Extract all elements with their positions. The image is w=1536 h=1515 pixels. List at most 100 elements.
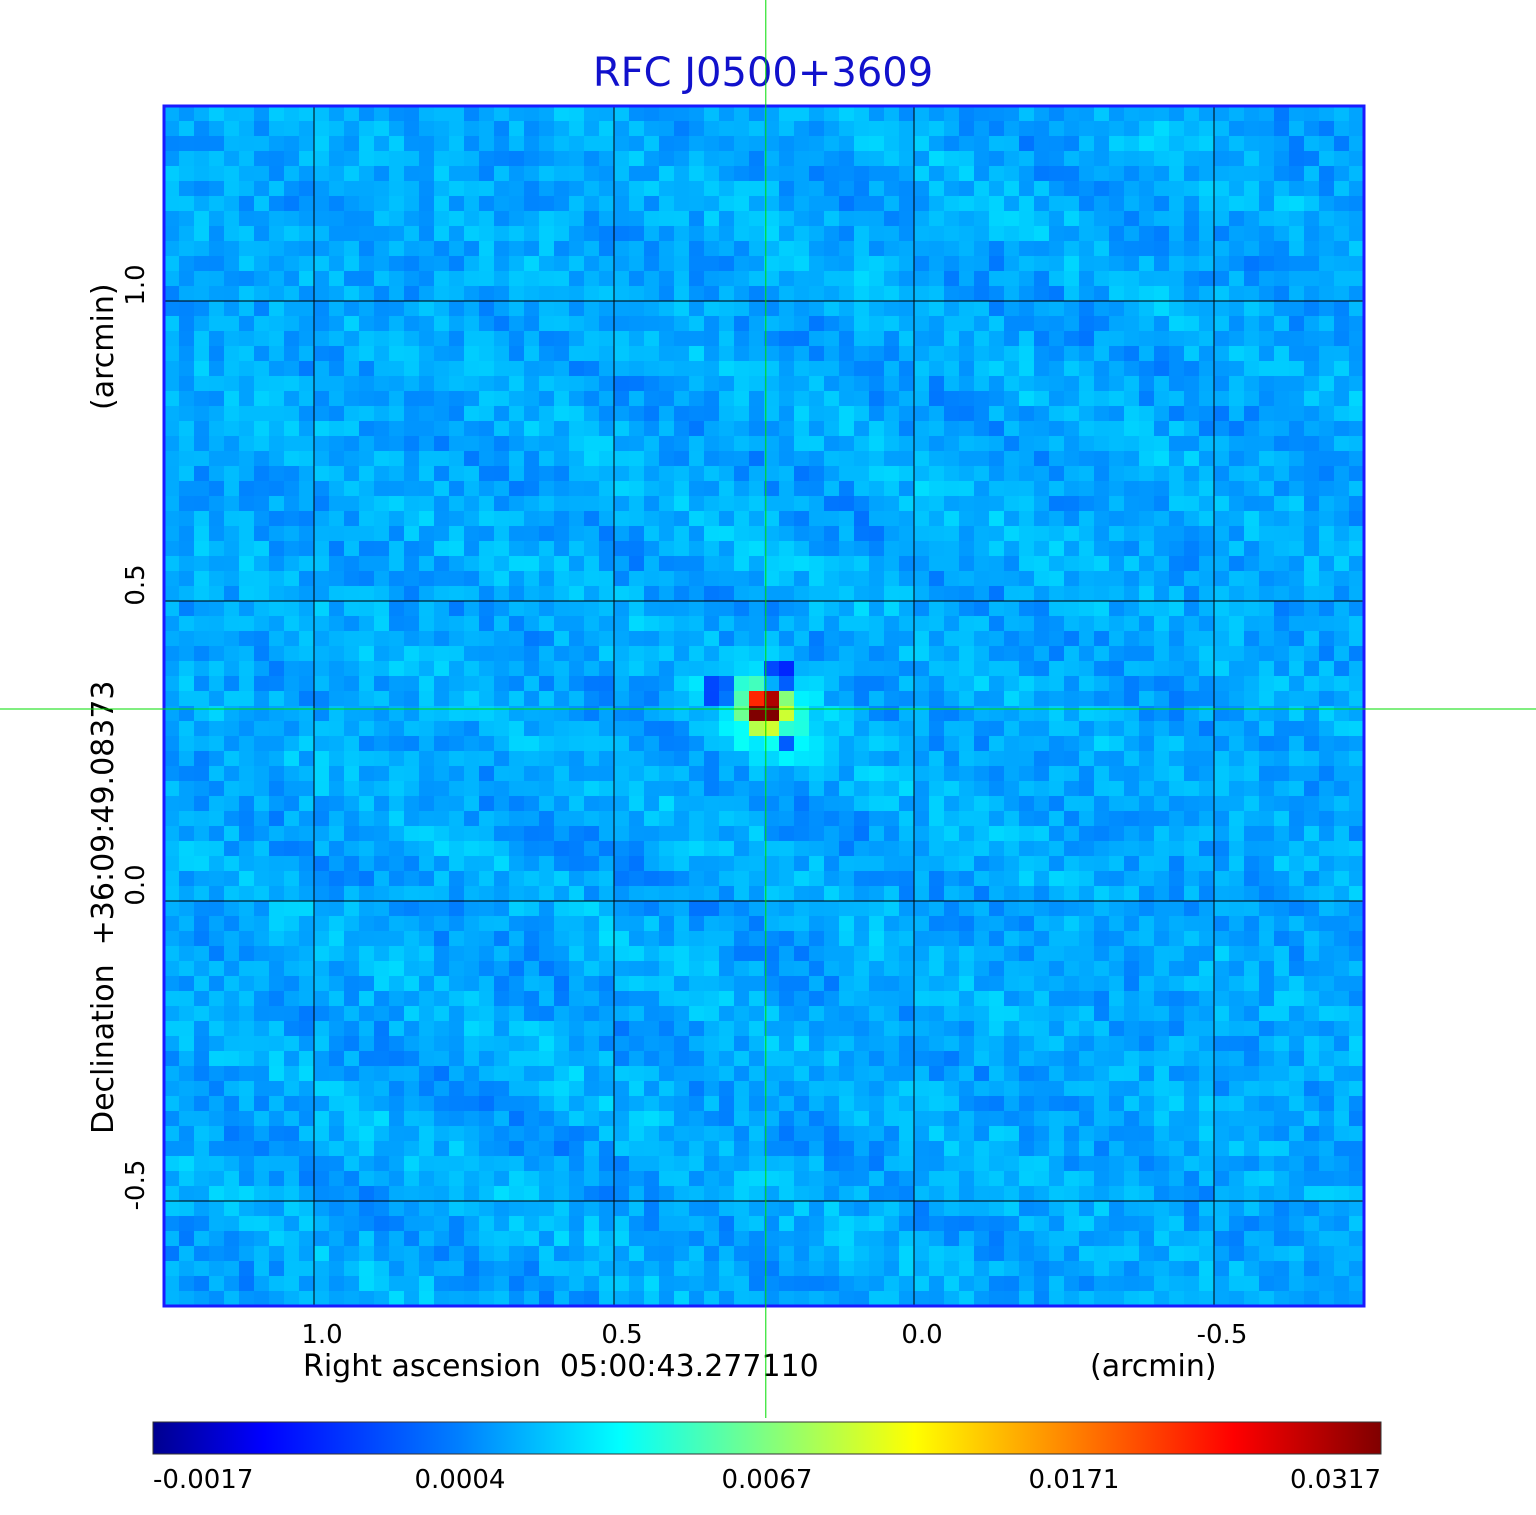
image-pixel	[1124, 286, 1140, 302]
image-pixel	[1289, 526, 1305, 542]
image-pixel	[1214, 301, 1230, 317]
image-pixel	[989, 511, 1005, 527]
image-pixel	[1139, 241, 1155, 257]
image-pixel	[269, 196, 285, 212]
image-pixel	[1289, 946, 1305, 962]
image-pixel	[599, 871, 615, 887]
image-pixel	[194, 811, 210, 827]
image-pixel	[1304, 211, 1320, 227]
image-pixel	[1274, 841, 1290, 857]
image-pixel	[1034, 856, 1050, 872]
image-pixel	[704, 196, 720, 212]
image-pixel	[1334, 511, 1350, 527]
image-pixel	[479, 646, 495, 662]
image-pixel	[239, 256, 255, 272]
image-pixel	[509, 436, 525, 452]
image-pixel	[1214, 121, 1230, 137]
image-pixel	[329, 1036, 345, 1052]
image-pixel	[1169, 676, 1185, 692]
image-pixel	[524, 481, 540, 497]
image-pixel	[1244, 691, 1260, 707]
image-pixel	[1139, 1006, 1155, 1022]
image-pixel	[749, 226, 765, 242]
image-pixel	[1259, 496, 1275, 512]
image-pixel	[179, 586, 195, 602]
image-pixel	[419, 646, 435, 662]
image-pixel	[629, 856, 645, 872]
image-pixel	[194, 781, 210, 797]
image-pixel	[164, 991, 180, 1007]
image-pixel	[479, 931, 495, 947]
image-pixel	[944, 196, 960, 212]
image-pixel	[524, 1021, 540, 1037]
image-pixel	[779, 871, 795, 887]
image-pixel	[959, 421, 975, 437]
image-pixel	[554, 841, 570, 857]
image-pixel	[1289, 271, 1305, 287]
image-pixel	[479, 1036, 495, 1052]
image-pixel	[1064, 406, 1080, 422]
image-pixel	[1289, 871, 1305, 887]
image-pixel	[389, 451, 405, 467]
image-pixel	[1064, 571, 1080, 587]
image-pixel	[869, 121, 885, 137]
image-pixel	[764, 181, 780, 197]
image-pixel	[464, 916, 480, 932]
image-pixel	[464, 946, 480, 962]
image-pixel	[314, 421, 330, 437]
image-pixel	[269, 136, 285, 152]
image-pixel	[494, 181, 510, 197]
image-pixel	[1349, 136, 1364, 152]
image-pixel	[1049, 811, 1065, 827]
image-pixel	[719, 721, 735, 737]
image-pixel	[1019, 496, 1035, 512]
image-pixel	[1094, 766, 1110, 782]
image-pixel	[299, 181, 315, 197]
image-pixel	[344, 376, 360, 392]
image-pixel	[644, 511, 660, 527]
image-pixel	[374, 286, 390, 302]
image-pixel	[1319, 106, 1335, 122]
image-pixel	[1214, 316, 1230, 332]
image-pixel	[374, 541, 390, 557]
image-pixel	[1004, 286, 1020, 302]
image-pixel	[884, 1021, 900, 1037]
image-pixel	[884, 781, 900, 797]
image-pixel	[269, 376, 285, 392]
image-pixel	[749, 721, 765, 737]
image-pixel	[719, 1006, 735, 1022]
image-pixel	[1079, 841, 1095, 857]
image-pixel	[854, 856, 870, 872]
image-pixel	[314, 526, 330, 542]
image-pixel	[1259, 346, 1275, 362]
image-pixel	[584, 886, 600, 902]
image-pixel	[179, 961, 195, 977]
image-pixel	[974, 166, 990, 182]
image-pixel	[989, 586, 1005, 602]
image-pixel	[1034, 826, 1050, 842]
image-pixel	[464, 661, 480, 677]
image-pixel	[839, 406, 855, 422]
image-pixel	[629, 796, 645, 812]
image-pixel	[959, 436, 975, 452]
image-pixel	[629, 241, 645, 257]
image-pixel	[899, 991, 915, 1007]
image-pixel	[1289, 121, 1305, 137]
image-pixel	[569, 931, 585, 947]
image-pixel	[1154, 166, 1170, 182]
image-pixel	[179, 721, 195, 737]
image-pixel	[194, 631, 210, 647]
image-pixel	[944, 841, 960, 857]
image-pixel	[359, 871, 375, 887]
image-pixel	[839, 901, 855, 917]
image-pixel	[569, 796, 585, 812]
image-pixel	[659, 916, 675, 932]
image-pixel	[809, 1006, 825, 1022]
image-pixel	[809, 211, 825, 227]
image-pixel	[749, 871, 765, 887]
image-pixel	[254, 286, 270, 302]
image-pixel	[1349, 181, 1364, 197]
image-pixel	[254, 241, 270, 257]
image-pixel	[284, 196, 300, 212]
image-pixel	[989, 181, 1005, 197]
